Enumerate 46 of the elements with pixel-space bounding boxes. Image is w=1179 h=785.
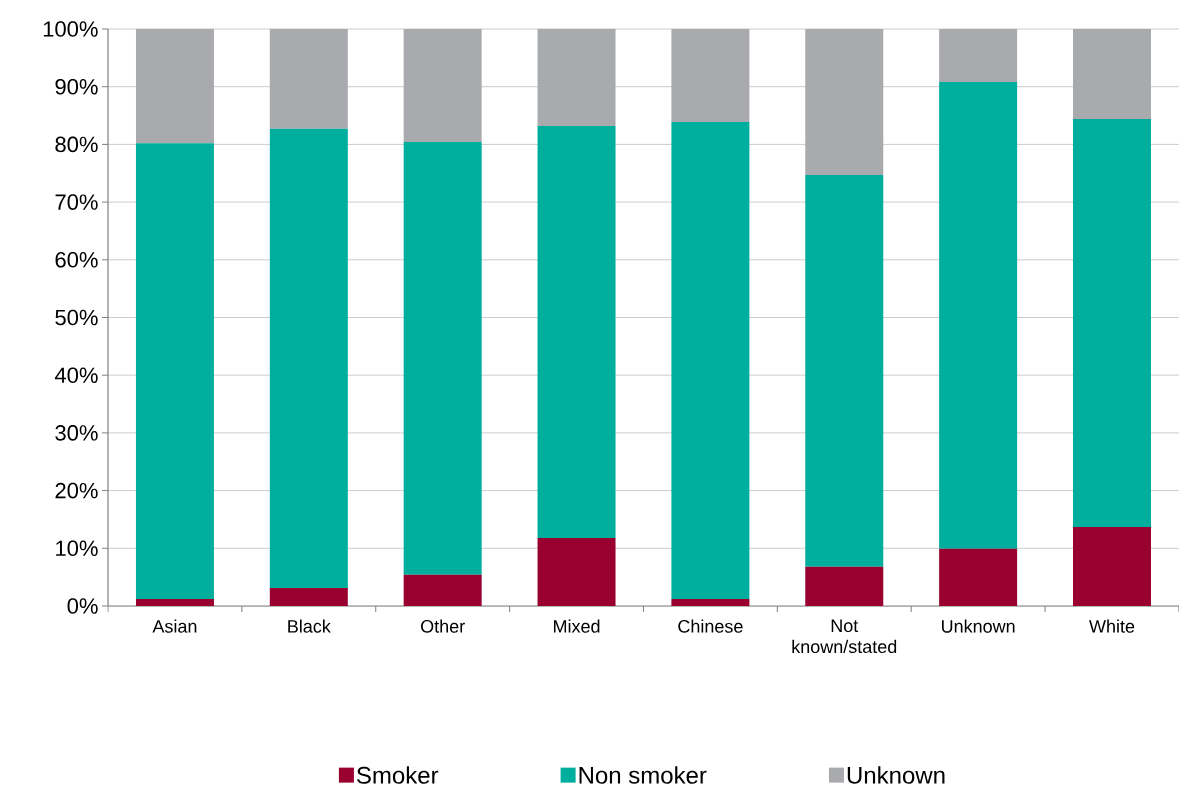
- y-tick-label: 90%: [55, 78, 98, 95]
- bar: [805, 566, 884, 606]
- bar: [671, 599, 750, 606]
- y-tick-label: 50%: [55, 309, 98, 326]
- bar: [1072, 28, 1151, 120]
- x-tick-label: Other: [421, 619, 465, 633]
- bar: [269, 28, 348, 129]
- bar: [135, 28, 214, 144]
- bar: [269, 588, 348, 606]
- y-tick-label: 60%: [55, 252, 98, 268]
- bar: [939, 548, 1018, 606]
- legend-label: Non smoker: [579, 766, 707, 784]
- y-tick-label: 30%: [55, 425, 98, 441]
- x-tick-label: Not known/stated: [792, 619, 897, 654]
- bar: [939, 82, 1018, 549]
- x-tick-label: Mixed: [554, 619, 600, 633]
- y-tick-label: 0%: [67, 598, 98, 614]
- y-tick-label: 20%: [55, 482, 98, 499]
- x-tick-label: Chinese: [678, 619, 743, 633]
- y-tick-label: 70%: [55, 194, 98, 210]
- bar: [403, 574, 482, 606]
- legend-label: Smoker: [356, 766, 439, 784]
- bar: [939, 28, 1018, 83]
- bar: [269, 128, 348, 589]
- bar: [135, 143, 214, 600]
- bar: [805, 28, 884, 175]
- bar: [135, 599, 214, 606]
- bar: [671, 121, 750, 600]
- x-tick-label: Asian: [152, 619, 197, 633]
- x-tick-label: Black: [288, 619, 331, 633]
- bar: [403, 142, 482, 575]
- bar: [537, 125, 616, 538]
- y-tick-label: 80%: [55, 136, 98, 153]
- y-tick-label: 100%: [43, 21, 98, 37]
- x-tick-label: Unknown: [942, 619, 1015, 633]
- bar: [537, 537, 616, 606]
- bar: [403, 28, 482, 143]
- y-tick-label: 40%: [54, 367, 98, 383]
- bar: [1072, 526, 1151, 606]
- legend-label: Unknown: [847, 766, 945, 784]
- bar: [537, 28, 616, 126]
- bar: [671, 28, 750, 122]
- bar: [1072, 119, 1151, 527]
- bar: [805, 174, 884, 567]
- x-tick-label: White: [1089, 619, 1135, 633]
- y-tick-label: 10%: [56, 540, 98, 557]
